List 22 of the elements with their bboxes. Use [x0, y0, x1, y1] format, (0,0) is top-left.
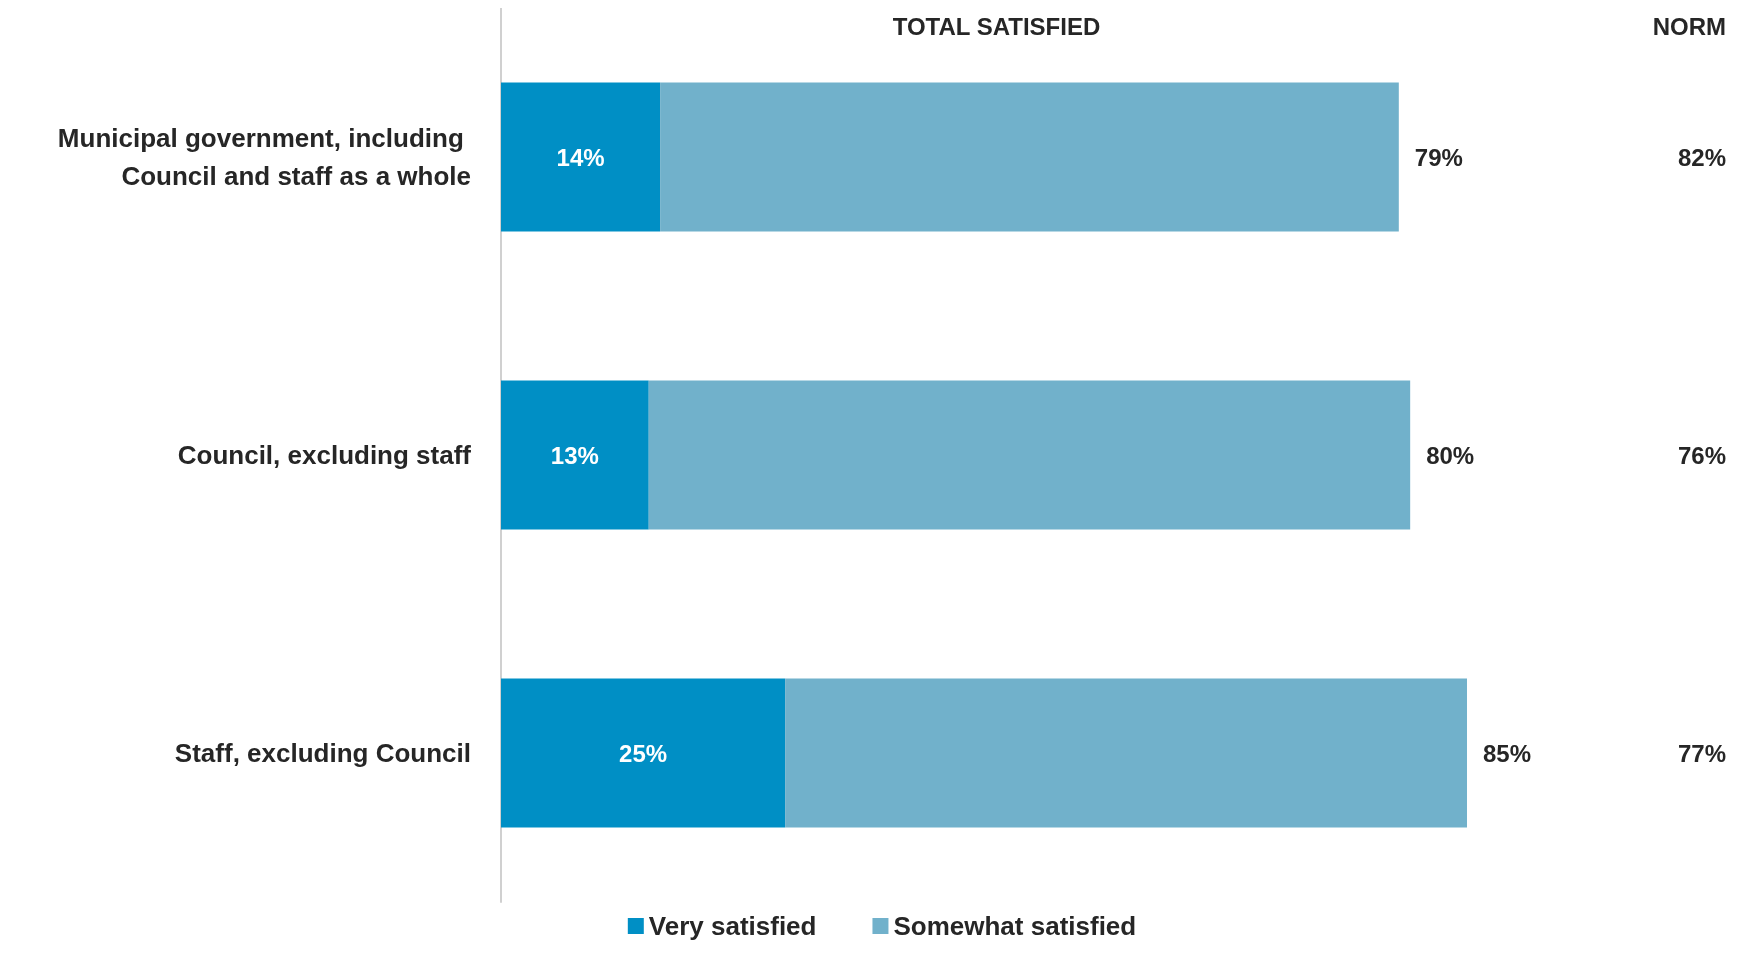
text: 82%	[1677, 143, 1726, 171]
bar	[501, 380, 649, 530]
annotation: TOTAL SATISFIED	[892, 12, 1101, 40]
bar	[785, 678, 1467, 828]
text: NORM	[1652, 12, 1726, 40]
data-label: 25%	[619, 739, 668, 767]
legend-label: Somewhat satisfied	[893, 911, 1137, 941]
text: 77%	[1677, 739, 1726, 767]
bar	[501, 678, 786, 828]
bar	[501, 82, 661, 232]
bar	[660, 82, 1399, 232]
data-label: 13%	[550, 441, 599, 469]
bar	[648, 380, 1411, 530]
total-label: 79%	[1414, 143, 1463, 171]
y-tick-label: Municipal government, including Council and staff as a whole	[57, 123, 471, 191]
data-label: 14%	[556, 143, 605, 171]
legend-label: Very satisfied	[648, 911, 817, 941]
y-tick-label: Council, excluding staff	[177, 440, 472, 470]
total-label: 80%	[1426, 441, 1475, 469]
total-label: 85%	[1483, 739, 1532, 767]
y-tick-label: Staff, excluding Council	[174, 738, 471, 768]
text: 76%	[1677, 441, 1726, 469]
